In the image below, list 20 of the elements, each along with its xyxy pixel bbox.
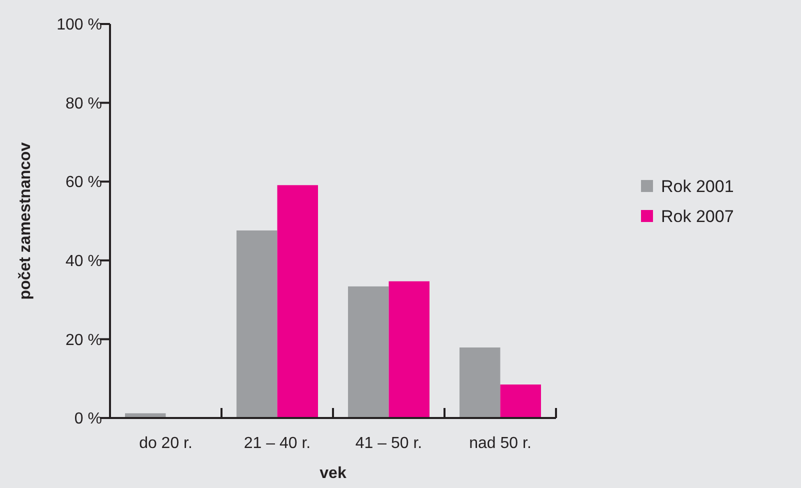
x-tick-label: do 20 r. xyxy=(139,435,192,452)
y-tick-label: 100 % xyxy=(56,16,102,34)
legend-label: Rok 2007 xyxy=(661,206,734,226)
x-tick-label: 21 – 40 r. xyxy=(244,435,311,452)
x-axis-title: vek xyxy=(320,465,346,482)
y-tick-label: 40 % xyxy=(66,253,102,270)
bar xyxy=(236,230,278,418)
bar xyxy=(348,286,389,418)
bar xyxy=(500,384,541,418)
bar xyxy=(460,347,500,418)
x-tick-label: nad 50 r. xyxy=(469,435,532,452)
y-tick-label: 20 % xyxy=(66,332,102,349)
y-tick-label: 80 % xyxy=(66,95,102,112)
x-tick-label: 41 – 50 r. xyxy=(355,435,422,452)
legend-label: Rok 2001 xyxy=(661,176,734,196)
y-tick-label: 0 % xyxy=(74,410,102,428)
bar xyxy=(277,185,318,418)
y-tick-label: 60 % xyxy=(66,174,102,192)
bar xyxy=(388,281,430,418)
y-axis-title: počet zamestnancov xyxy=(17,142,34,300)
